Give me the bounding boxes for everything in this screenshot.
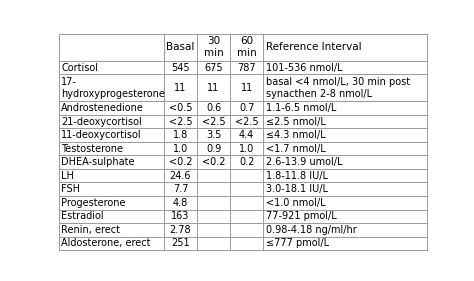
Text: <2.5: <2.5 <box>235 117 258 127</box>
Text: <0.2: <0.2 <box>169 157 192 167</box>
Text: 11-deoxycortisol: 11-deoxycortisol <box>61 130 142 140</box>
Text: 1.1-6.5 nmol/L: 1.1-6.5 nmol/L <box>266 103 337 113</box>
Text: 675: 675 <box>204 63 223 72</box>
Text: <2.5: <2.5 <box>169 117 192 127</box>
Text: 0.9: 0.9 <box>206 144 221 154</box>
Text: 0.6: 0.6 <box>206 103 221 113</box>
Text: 17-
hydroxyprogesterone: 17- hydroxyprogesterone <box>61 77 165 99</box>
Text: <1.7 nmol/L: <1.7 nmol/L <box>266 144 326 154</box>
Text: 2.6-13.9 umol/L: 2.6-13.9 umol/L <box>266 157 343 167</box>
Text: <0.2: <0.2 <box>202 157 225 167</box>
Text: FSH: FSH <box>61 184 80 194</box>
Text: 0.98-4.18 ng/ml/hr: 0.98-4.18 ng/ml/hr <box>266 225 357 235</box>
Text: 1.8: 1.8 <box>173 130 188 140</box>
Text: Estradiol: Estradiol <box>61 211 104 221</box>
Text: 4.8: 4.8 <box>173 198 188 208</box>
Text: LH: LH <box>61 171 74 181</box>
Text: 77-921 pmol/L: 77-921 pmol/L <box>266 211 337 221</box>
Text: 1.8-11.8 IU/L: 1.8-11.8 IU/L <box>266 171 328 181</box>
Text: 21-deoxycortisol: 21-deoxycortisol <box>61 117 142 127</box>
Text: Androstenedione: Androstenedione <box>61 103 144 113</box>
Text: Aldosterone, erect: Aldosterone, erect <box>61 238 151 248</box>
Text: Reference Interval: Reference Interval <box>266 42 362 52</box>
Text: 3.0-18.1 IU/L: 3.0-18.1 IU/L <box>266 184 328 194</box>
Text: Testosterone: Testosterone <box>61 144 123 154</box>
Text: ≤2.5 nmol/L: ≤2.5 nmol/L <box>266 117 326 127</box>
Text: DHEA-sulphate: DHEA-sulphate <box>61 157 135 167</box>
Text: Renin, erect: Renin, erect <box>61 225 120 235</box>
Text: 60
min: 60 min <box>237 37 256 58</box>
Text: 545: 545 <box>171 63 190 72</box>
Text: basal <4 nmol/L, 30 min post
synacthen 2-8 nmol/L: basal <4 nmol/L, 30 min post synacthen 2… <box>266 77 410 99</box>
Text: 163: 163 <box>171 211 190 221</box>
Text: 11: 11 <box>174 83 187 93</box>
Text: 3.5: 3.5 <box>206 130 221 140</box>
Text: <2.5: <2.5 <box>202 117 225 127</box>
Text: 0.2: 0.2 <box>239 157 254 167</box>
Text: 30
min: 30 min <box>204 37 223 58</box>
Text: 0.7: 0.7 <box>239 103 254 113</box>
Text: 787: 787 <box>237 63 256 72</box>
Text: 11: 11 <box>208 83 219 93</box>
Text: <0.5: <0.5 <box>169 103 192 113</box>
Text: 24.6: 24.6 <box>170 171 191 181</box>
Text: 7.7: 7.7 <box>173 184 188 194</box>
Text: <1.0 nmol/L: <1.0 nmol/L <box>266 198 326 208</box>
Text: Cortisol: Cortisol <box>61 63 98 72</box>
Text: Progesterone: Progesterone <box>61 198 126 208</box>
Text: 4.4: 4.4 <box>239 130 254 140</box>
Text: ≤777 pmol/L: ≤777 pmol/L <box>266 238 329 248</box>
Text: Basal: Basal <box>166 42 195 52</box>
Text: 2.78: 2.78 <box>170 225 191 235</box>
Text: 101-536 nmol/L: 101-536 nmol/L <box>266 63 343 72</box>
Text: 11: 11 <box>240 83 253 93</box>
Text: 1.0: 1.0 <box>239 144 254 154</box>
Text: 1.0: 1.0 <box>173 144 188 154</box>
Text: ≤4.3 nmol/L: ≤4.3 nmol/L <box>266 130 326 140</box>
Text: 251: 251 <box>171 238 190 248</box>
